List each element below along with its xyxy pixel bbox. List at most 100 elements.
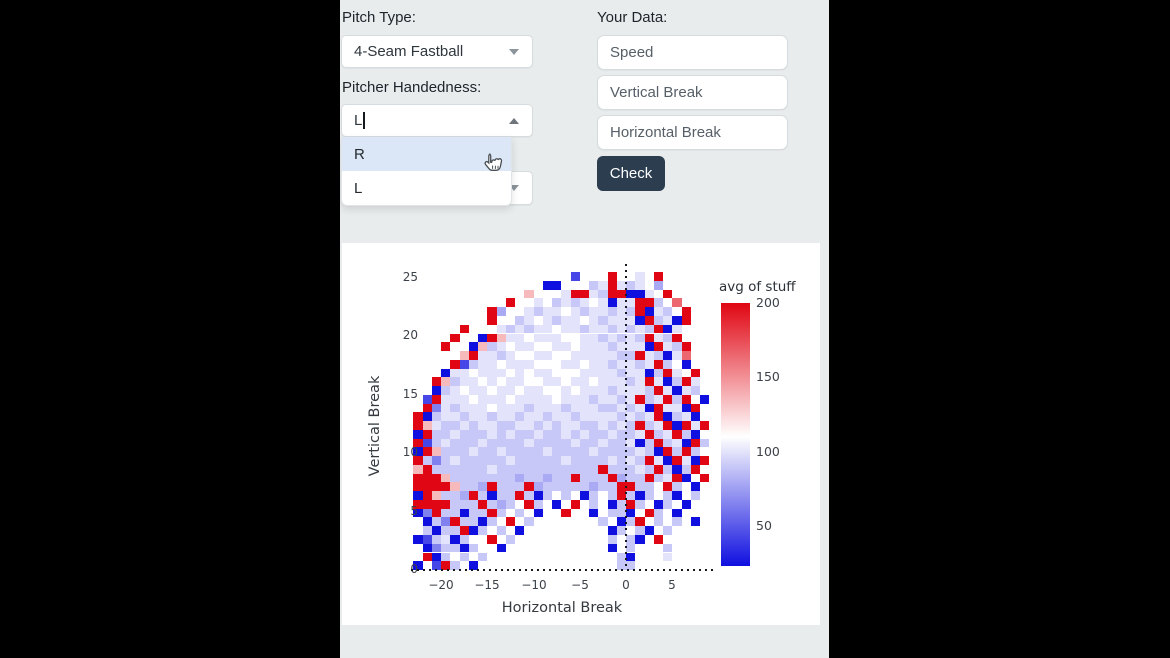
pitch-type-select[interactable]: 4-Seam Fastball [341,35,533,68]
tick-label: 25 [402,270,418,284]
heatmap-cell [450,403,460,413]
heatmap-cell [663,386,673,395]
heatmap-cell [561,508,571,518]
heatmap-cell [422,508,432,518]
heatmap-cell [505,438,516,448]
heatmap-cell [663,464,673,474]
speed-input[interactable] [597,35,788,70]
heatmap-cell [635,482,645,492]
heatmap-cell [524,342,534,351]
heatmap-cell [542,386,553,395]
heatmap-cell [672,351,682,360]
heatmap-cell [487,491,497,500]
heatmap-cell [441,438,451,448]
heatmap-cell [450,377,460,387]
heatmap-cell [468,351,479,360]
heatmap-cell [487,438,497,448]
heatmap-cell [515,403,525,413]
heatmap-cell [561,324,571,334]
heatmap-cell [607,526,617,535]
heatmap-cell [468,429,479,439]
heatmap-cell [413,508,423,518]
heatmap-cell [478,517,488,527]
heatmap-cell [542,456,553,465]
heatmap-cell [422,517,432,527]
heatmap-cell [653,359,664,369]
heatmap-cell [561,307,571,316]
heatmap-cell [533,447,543,457]
heatmap-cell [524,333,534,343]
heatmap-cell [598,421,608,430]
vertical-break-input[interactable] [597,75,788,110]
heatmap-cell [598,394,608,404]
heatmap-cell [672,421,682,430]
heatmap-cell [672,438,682,448]
heatmap-cell [672,429,682,439]
heatmap-cell [524,482,534,492]
heatmap-cell [616,447,627,457]
handedness-dropdown-list: R L [341,137,512,206]
heatmap-cell [561,351,571,360]
heatmap-cell [598,473,608,483]
heatmap-cell [431,535,442,544]
heatmap-cell [441,552,451,562]
heatmap-cell [552,316,562,325]
heatmap-cell [561,429,571,439]
heatmap-cell [533,473,543,483]
heatmap-cell [663,447,673,457]
check-button[interactable]: Check [597,156,665,191]
heatmap-cell [589,316,599,325]
handedness-combobox[interactable]: L [341,104,533,137]
dropdown-option-r[interactable]: R [342,137,511,171]
heatmap-cell [644,386,654,395]
heatmap-cell [598,333,608,343]
heatmap-cell [515,351,525,360]
heatmap-cell [570,298,580,308]
heatmap-cell [626,421,636,430]
heatmap-cell [672,324,682,334]
heatmap-cell [570,456,580,465]
heatmap-cell [441,377,451,387]
heatmap-cell [496,421,506,430]
heatmap-cell [626,316,636,325]
heatmap-cell [607,535,617,544]
heatmap-cell [496,447,506,457]
heatmap-cell [487,499,497,509]
heatmap-cell [644,307,654,316]
heatmap-cell [450,421,460,430]
heatmap-cell [700,438,710,448]
heatmap-cell [561,438,571,448]
heatmap-cell [524,394,534,404]
heatmap-cell [487,517,497,527]
dropdown-option-l[interactable]: L [354,179,363,197]
heatmap-cell [524,377,534,387]
heatmap-cell [589,394,599,404]
heatmap-cell [422,526,432,535]
heatmap-cell [524,429,534,439]
heatmap-cell [487,412,497,422]
heatmap-cell [487,403,497,413]
heatmap-cell [468,342,479,351]
heatmap-cell [589,429,599,439]
heatmap-cell [505,403,516,413]
heatmap-cell [663,543,673,553]
heatmap-cell [431,447,442,457]
heatmap-cell [561,333,571,343]
heatmap-cell [598,298,608,308]
heatmap-cell [626,482,636,492]
heatmap-cell [690,429,701,439]
heatmap-cell [533,464,543,474]
heatmap-cell [644,491,654,500]
heatmap-cell [626,447,636,457]
heatmap-cell [681,421,691,430]
heatmap-cell [653,464,664,474]
heatmap-cell [635,324,645,334]
horizontal-break-input[interactable] [597,115,788,150]
heatmap-cell [524,517,534,527]
heatmap-cell [459,491,469,500]
heatmap-cell [607,342,617,351]
heatmap-cell [431,412,442,422]
heatmap-cell [431,386,442,395]
heatmap-cell [644,403,654,413]
heatmap-cell [468,517,479,527]
